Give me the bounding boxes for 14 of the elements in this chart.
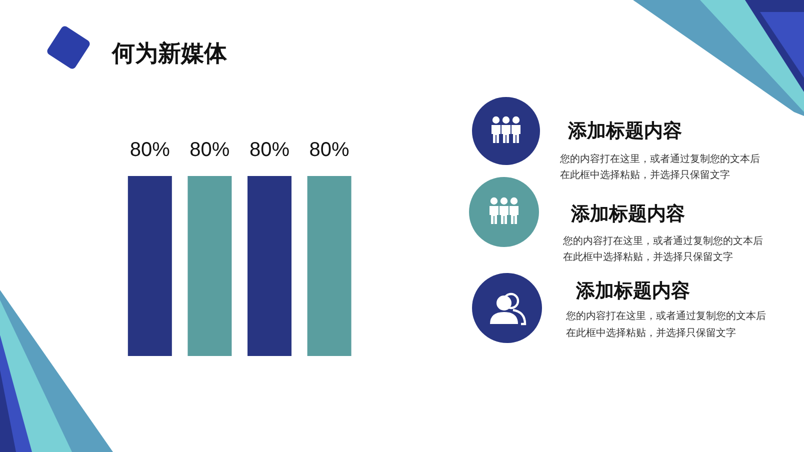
data-label: 80% (190, 139, 230, 161)
text: 在此框中选择粘贴，并选择只保留文字 (563, 251, 733, 263)
data-label: 80% (249, 139, 290, 161)
text: 在此框中选择粘贴，并选择只保留文字 (566, 327, 736, 339)
chart-title: 何为新媒体 (111, 40, 228, 67)
data-label: 80% (309, 139, 350, 161)
data-label: 80% (130, 139, 170, 161)
text: 添加标题内容 (570, 203, 685, 225)
text: 添加标题内容 (567, 120, 682, 142)
text: 在此框中选择粘贴，并选择只保留文字 (560, 169, 730, 181)
text: 您的内容打在这里，或者通过复制您的文本后 (559, 153, 760, 165)
text: 您的内容打在这里，或者通过复制您的文本后 (565, 310, 766, 322)
text: 添加标题内容 (575, 280, 690, 302)
text: 您的内容打在这里，或者通过复制您的文本后 (562, 235, 763, 247)
